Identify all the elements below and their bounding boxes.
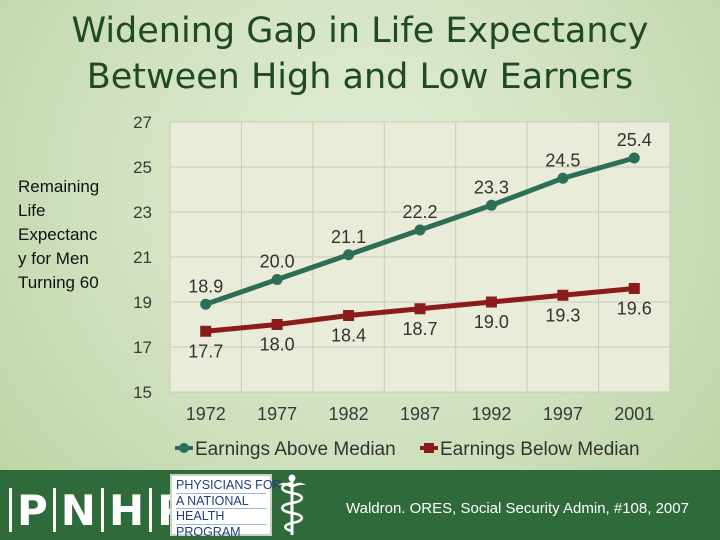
- data-label: 18.4: [331, 326, 366, 346]
- pnhp-logo: P N H P: [4, 485, 188, 535]
- logo-letter: H: [108, 485, 145, 535]
- data-label: 23.3: [474, 177, 509, 197]
- caduceus-icon: [278, 474, 306, 535]
- data-point: [414, 303, 426, 315]
- data-point: [628, 152, 640, 164]
- data-point: [557, 289, 569, 301]
- org-name-line: HEALTH: [176, 509, 266, 525]
- y-axis-label-line: Life: [18, 201, 46, 220]
- x-tick-label: 1977: [257, 404, 297, 424]
- x-tick-label: 1997: [543, 404, 583, 424]
- logo-divider: [149, 488, 153, 532]
- x-tick-label: 2001: [614, 404, 654, 424]
- y-tick-label: 25: [133, 158, 152, 177]
- data-point: [414, 224, 426, 236]
- slide-title: Widening Gap in Life Expectancy Between …: [0, 8, 720, 100]
- data-label: 19.3: [545, 305, 580, 325]
- org-name-box: PHYSICIANS FOR A NATIONAL HEALTH PROGRAM: [170, 474, 282, 539]
- x-tick-label: 1972: [186, 404, 226, 424]
- logo-divider: [52, 488, 56, 532]
- data-point: [271, 274, 283, 285]
- legend-swatch-marker: [424, 443, 434, 453]
- y-tick-label: 21: [133, 248, 152, 267]
- logo-letter: N: [60, 485, 96, 535]
- data-label: 25.4: [617, 130, 652, 150]
- data-label: 19.6: [617, 299, 652, 319]
- y-axis-label-line: Turning 60: [18, 273, 99, 292]
- data-label: 20.0: [260, 252, 295, 272]
- y-axis-label-line: Remaining: [18, 177, 100, 196]
- data-point: [485, 199, 497, 211]
- citation-text: Waldron. ORES, Social Security Admin, #1…: [346, 500, 689, 517]
- data-point: [343, 310, 355, 321]
- data-point: [485, 296, 497, 308]
- data-label: 19.0: [474, 312, 509, 332]
- legend-label: Earnings Below Median: [440, 439, 640, 460]
- logo-letter: P: [17, 485, 48, 535]
- data-point: [200, 325, 212, 337]
- y-axis-label-line: Expectanc: [18, 225, 98, 244]
- data-point: [557, 172, 569, 184]
- title-line-1: Widening Gap in Life Expectancy: [71, 11, 649, 51]
- line-chart: 15 17 19 21 23 25 27 1972 1977 1982 1987 1992 1997 20…: [133, 113, 671, 460]
- y-tick-label: 19: [133, 293, 152, 312]
- data-label: 18.0: [260, 335, 295, 355]
- legend-label: Earnings Above Median: [195, 439, 396, 460]
- y-tick-label: 17: [133, 338, 152, 357]
- x-tick-label: 1987: [400, 404, 440, 424]
- logo-divider: [9, 488, 12, 532]
- data-label: 18.9: [188, 276, 223, 296]
- data-point: [200, 298, 212, 310]
- logo-divider: [100, 488, 104, 532]
- data-label: 18.7: [402, 319, 437, 339]
- x-tick-label: 1992: [471, 404, 511, 424]
- legend-swatch-marker: [179, 443, 189, 453]
- org-name-line: PROGRAM: [176, 524, 241, 539]
- y-axis-label-line: y for Men: [18, 249, 89, 268]
- footer-bar: [0, 470, 720, 540]
- y-tick-label: 23: [133, 203, 152, 222]
- org-name-line: PHYSICIANS FOR: [176, 478, 282, 494]
- data-point: [628, 283, 640, 294]
- data-label: 17.7: [188, 341, 223, 361]
- data-point: [271, 319, 283, 330]
- title-line-2: Between High and Low Earners: [86, 57, 634, 97]
- y-tick-label: 15: [133, 383, 152, 402]
- data-label: 21.1: [331, 227, 366, 247]
- data-point: [343, 249, 355, 261]
- data-label: 24.5: [545, 150, 580, 170]
- y-tick-label: 27: [133, 113, 152, 132]
- x-tick-label: 1982: [329, 404, 369, 424]
- org-name-line: A NATIONAL: [176, 494, 266, 509]
- data-label: 22.2: [402, 202, 437, 222]
- y-axis-label: Remaining Life Expectanc y for Men Turni…: [18, 175, 118, 295]
